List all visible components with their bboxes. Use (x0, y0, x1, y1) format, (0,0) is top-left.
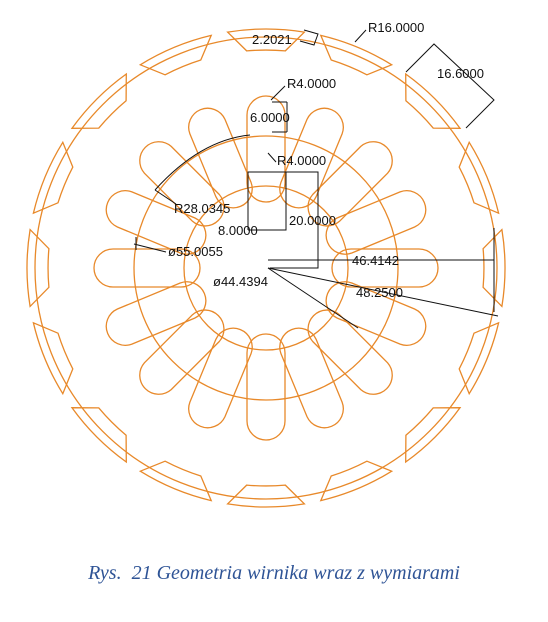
rotor-slot (139, 141, 225, 227)
magnet-pocket (226, 484, 306, 508)
magnet-pocket (70, 407, 127, 464)
dim-line-shaft-diameter (267, 267, 359, 329)
magnet-pocket (138, 460, 213, 502)
rotor-slot (279, 107, 344, 209)
rotor-slot (93, 248, 201, 288)
rotor-slot (331, 248, 439, 288)
rotor-slot (279, 327, 344, 429)
dim-line-slot-tip (270, 85, 286, 101)
dim-line-outer-span (267, 267, 499, 317)
dim-line-gap (299, 29, 319, 46)
rotor-slot (307, 309, 393, 395)
dim-outer-radius-span: 48.2500 (356, 285, 403, 300)
figure-caption: Rys. 21 Geometria wirnika wraz z wymiara… (88, 562, 460, 584)
dim-slot-tip-radius: R4.0000 (287, 76, 336, 91)
magnet-pocket (405, 407, 462, 464)
magnet-pocket (458, 321, 500, 396)
dim-rib-length: 20.0000 (289, 213, 336, 228)
magnet-pocket (405, 72, 462, 129)
magnet-pocket (138, 34, 213, 76)
magnet-pocket (70, 72, 127, 129)
rotor-slot (105, 281, 207, 346)
magnet-pocket (482, 228, 506, 308)
dim-outer-radius: R16.0000 (368, 20, 424, 35)
dim-slot-width: 6.0000 (250, 110, 290, 125)
rotor-slot (139, 309, 225, 395)
magnet-pocket (458, 140, 500, 215)
magnet-pocket (32, 140, 74, 215)
rotor-slot (307, 141, 393, 227)
dim-rib-width: 8.0000 (218, 223, 258, 238)
dim-slot-circle-radius: R28.0345 (174, 201, 230, 216)
rotor-geometry (26, 28, 506, 508)
rotor-slot (188, 327, 253, 429)
dim-gap-width: 2.2021 (252, 32, 292, 47)
dim-line-slot-diameter (133, 243, 167, 253)
rotor-slot (325, 190, 427, 255)
rotor-slot (246, 333, 286, 441)
rotor-geometry-drawing: 2.2021 R16.0000 16.6000 R4.0000 6.0000 R… (26, 20, 506, 508)
dim-line-outer-radius (354, 29, 367, 43)
dim-magnet-width: 16.6000 (437, 66, 484, 81)
dim-line-slot-base (267, 152, 277, 163)
dim-line-slot-circle (154, 189, 177, 205)
dim-box-rib-width (247, 171, 287, 231)
magnet-pocket (319, 460, 394, 502)
dim-slot-base-radius: R4.0000 (277, 153, 326, 168)
dim-box-rib-length (268, 171, 319, 269)
magnet-pocket (32, 321, 74, 396)
dim-slot-circle-diameter: ø55.0055 (168, 244, 223, 259)
magnet-pocket (319, 34, 394, 76)
magnet-pocket (226, 28, 306, 52)
rotor-slot (105, 190, 207, 255)
magnet-pocket (26, 228, 50, 308)
slot-circle (133, 135, 399, 401)
dimension-lines (133, 29, 499, 329)
shaft-circle (183, 185, 349, 351)
dim-shaft-radius-span: 46.4142 (352, 253, 399, 268)
rotor-slot (246, 95, 286, 203)
dim-shaft-diameter: ø44.4394 (213, 274, 268, 289)
rotor-slot (188, 107, 253, 209)
dim-arc-slot-circle (154, 134, 251, 191)
rotor-slot (325, 281, 427, 346)
dim-line-magnet-width (405, 43, 495, 129)
rotor-outer-circle (34, 36, 498, 500)
